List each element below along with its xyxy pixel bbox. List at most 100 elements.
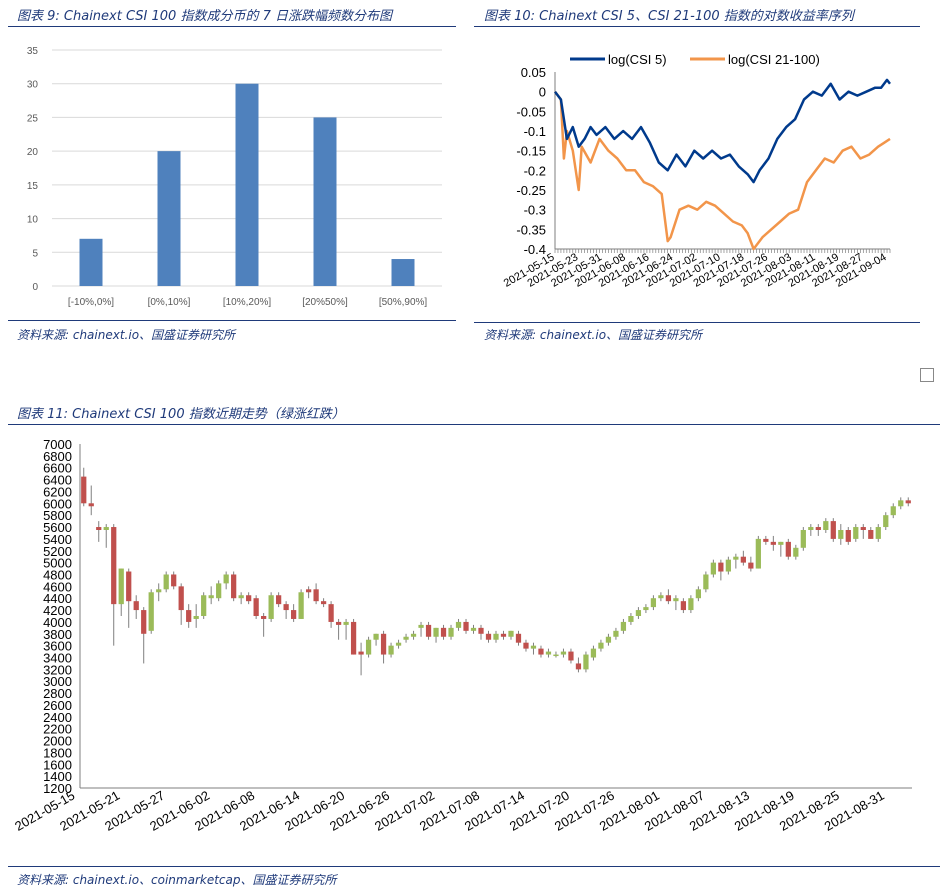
candle-body <box>186 610 192 622</box>
candle-body <box>81 476 87 504</box>
y-tick-label: 4800 <box>43 567 72 582</box>
candle-body <box>141 610 147 634</box>
candle-body <box>725 559 731 572</box>
candle-body <box>680 601 687 611</box>
x-tick-label: [50%,90%] <box>379 297 428 308</box>
candle-body <box>433 627 439 637</box>
y-tick-label: -0.05 <box>516 104 546 119</box>
y-tick-label: -0.4 <box>524 242 546 257</box>
candle-body <box>620 621 627 631</box>
figure-10-source: 资料来源: chainext.io、国盛证券研究所 <box>484 328 703 342</box>
candle-body <box>733 556 739 560</box>
figure-10-title: 图表 10: Chainext CSI 5、CSI 21-100 指数的对数收益… <box>484 9 854 24</box>
candle-body <box>268 595 274 619</box>
y-tick-label: 4400 <box>43 591 72 606</box>
candle-body <box>568 651 574 661</box>
candle-body <box>493 633 499 640</box>
bar <box>391 259 415 286</box>
y-tick-label: 3000 <box>43 674 72 689</box>
y-tick-label: 5400 <box>43 532 72 547</box>
figure-9-bar-chart: 0 5 10 15 20 25 30 35 [-10%,0%] [0%,10%] [10%,20%]… <box>27 46 442 308</box>
y-tick-label: 6000 <box>43 496 72 511</box>
candle-body <box>598 642 604 649</box>
candle-body <box>755 538 761 569</box>
candle-body <box>478 627 484 634</box>
candle-body <box>538 648 544 655</box>
bar <box>235 83 259 286</box>
figure-9-source: 资料来源: chainext.io、国盛证券研究所 <box>17 328 236 342</box>
candle-body <box>470 627 477 631</box>
candle-body <box>575 663 582 670</box>
candle-body <box>410 633 417 637</box>
y-tick-label: 0 <box>539 85 546 100</box>
candle-body <box>905 500 911 504</box>
y-tick-label: -0.15 <box>516 144 546 159</box>
candle-body <box>111 527 117 605</box>
candle-body <box>553 654 559 657</box>
candle-body <box>88 503 94 507</box>
candle-body <box>523 642 529 649</box>
candle-body <box>898 500 904 507</box>
y-tick-label: -0.35 <box>516 222 546 237</box>
y-tick-label: 4000 <box>43 615 72 630</box>
candle-body <box>403 636 409 640</box>
y-tick-label: 1400 <box>43 769 72 784</box>
candle-body <box>890 506 896 516</box>
candle-body <box>96 527 102 530</box>
candle-body <box>485 633 492 640</box>
candle-body <box>126 571 132 602</box>
y-tick-label: 3600 <box>43 639 72 654</box>
bar <box>313 117 337 286</box>
figure-10-bottom-rule <box>474 322 920 323</box>
candle-body <box>425 624 432 637</box>
y-tick-label: 3800 <box>43 627 72 642</box>
y-tick-label: 20 <box>27 147 39 158</box>
figure-11-candlestick-chart: 1200140016001800200022002400260028003000… <box>12 437 912 834</box>
y-tick-label: -0.25 <box>516 183 546 198</box>
figure-10-top-rule <box>474 26 920 27</box>
candle-body <box>830 521 836 539</box>
candle-body <box>395 642 402 646</box>
candle-body <box>740 556 746 563</box>
candle-body <box>171 574 177 587</box>
figure-11-title: 图表 11: Chainext CSI 100 指数近期走势（绿涨红跌） <box>17 407 345 422</box>
candle-body <box>815 527 821 530</box>
figure-9-top-rule <box>8 26 456 27</box>
candle-body <box>583 654 589 670</box>
candle-body <box>838 530 844 539</box>
y-tick-label: 35 <box>27 46 39 57</box>
candle-body <box>103 527 109 530</box>
y-tick-label: 10 <box>27 215 39 226</box>
series-line <box>554 90 891 251</box>
candle-body <box>508 630 514 637</box>
y-tick-label: 1200 <box>43 781 72 796</box>
candle-body <box>320 601 327 605</box>
candle-body <box>823 521 829 530</box>
candle-body <box>373 633 379 640</box>
candle-body <box>148 592 154 631</box>
candle-body <box>133 601 139 611</box>
candle-body <box>455 621 462 628</box>
candle-body <box>238 595 244 599</box>
candle-body <box>313 589 319 602</box>
candle-body <box>440 627 447 637</box>
candle-body <box>283 604 289 611</box>
select-checkbox[interactable] <box>920 368 934 382</box>
x-tick-label: [0%,10%] <box>148 297 191 308</box>
y-tick-label: 7000 <box>43 437 72 452</box>
y-tick-label: 30 <box>27 80 39 91</box>
y-tick-label: 5200 <box>43 544 72 559</box>
candle-body <box>246 595 252 602</box>
candle-body <box>118 568 124 605</box>
candle-body <box>793 547 799 557</box>
candle-body <box>845 530 851 542</box>
y-tick-label: 6400 <box>43 473 72 488</box>
candle-body <box>710 562 716 575</box>
y-tick-label: 2800 <box>43 686 72 701</box>
legend-label: log(CSI 21-100) <box>728 52 820 67</box>
x-tick-label: [-10%,0%] <box>68 297 114 308</box>
y-tick-label: 3400 <box>43 651 72 666</box>
candle-body <box>748 562 754 569</box>
y-tick-label: 4600 <box>43 579 72 594</box>
y-tick-label: 6600 <box>43 461 72 476</box>
